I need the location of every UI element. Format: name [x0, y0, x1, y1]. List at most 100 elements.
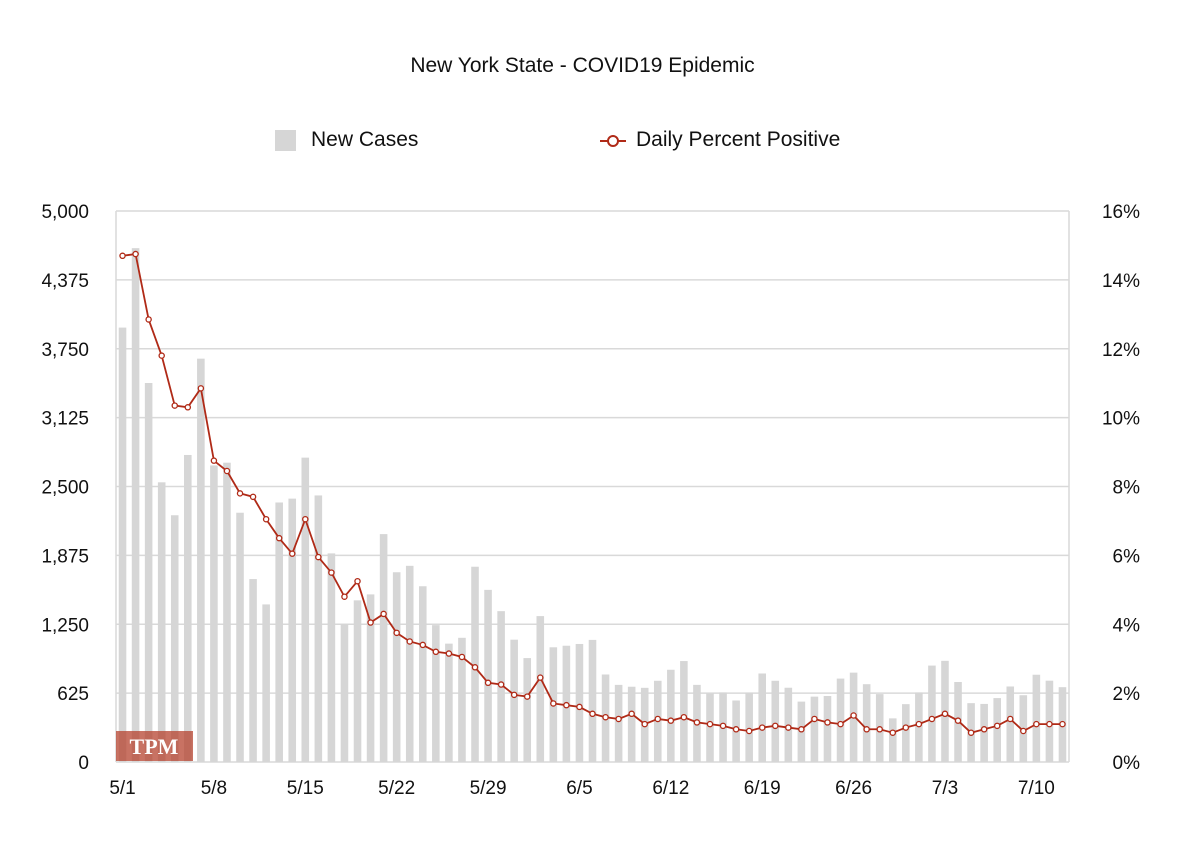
point-percent-positive	[302, 515, 309, 523]
chart-title: New York State - COVID19 Epidemic	[410, 54, 755, 77]
axes: 0 625 1,250 1,875 2,500 3,125 3,750 4,375 5,000 0…	[41, 202, 1140, 799]
y-left-tick-label: 5,000	[41, 202, 89, 223]
point-percent-positive	[458, 653, 466, 661]
point-percent-positive	[484, 679, 492, 687]
point-percent-positive	[680, 713, 688, 721]
bar-new-cases	[588, 639, 597, 762]
legend-bar-swatch	[275, 129, 296, 151]
point-percent-positive	[132, 250, 139, 258]
y-right-tick-label: 14%	[1102, 271, 1140, 292]
bar-new-cases	[1032, 674, 1041, 762]
point-percent-positive	[419, 641, 427, 649]
y-right-tick-label: 2%	[1113, 684, 1141, 705]
y-left-tick-label: 3,125	[41, 409, 89, 430]
bar-new-cases	[771, 680, 780, 762]
point-percent-positive	[1046, 720, 1053, 728]
x-tick-label: 5/15	[287, 778, 324, 799]
point-percent-positive	[393, 629, 400, 637]
bar-new-cases	[928, 665, 936, 762]
point-percent-positive	[641, 720, 648, 728]
point-percent-positive	[602, 713, 609, 721]
point-percent-positive	[145, 316, 152, 323]
point-percent-positive	[210, 457, 218, 464]
x-tick-label: 5/8	[201, 778, 227, 799]
bar-new-cases	[836, 678, 845, 762]
point-percent-positive	[798, 726, 805, 733]
x-tick-label: 6/5	[566, 778, 592, 799]
bar-new-cases	[627, 686, 636, 762]
bar-new-cases	[745, 692, 753, 762]
bar-new-cases	[758, 673, 766, 762]
point-percent-positive	[367, 619, 374, 626]
x-tick-label: 7/3	[932, 778, 958, 799]
point-percent-positive	[785, 724, 792, 731]
bar-new-cases	[379, 534, 388, 762]
bar-new-cases	[706, 693, 714, 762]
point-percent-positive	[497, 681, 505, 688]
bar-new-cases	[458, 637, 466, 762]
x-tick-label: 7/10	[1018, 778, 1055, 799]
point-percent-positive	[758, 724, 766, 731]
point-percent-positive	[772, 722, 779, 730]
svg-text:TPM: TPM	[130, 734, 179, 759]
point-percent-positive	[628, 710, 635, 718]
bar-new-cases	[510, 639, 518, 762]
bar-new-cases	[614, 684, 623, 762]
bar-new-cases	[536, 616, 545, 762]
bar-new-cases	[288, 498, 297, 762]
legend-label-new-cases: New Cases	[311, 128, 419, 151]
point-percent-positive	[941, 710, 949, 718]
y-right-tick-label: 4%	[1113, 615, 1141, 636]
point-percent-positive	[406, 638, 413, 645]
point-percent-positive	[184, 404, 192, 411]
point-percent-positive	[563, 701, 570, 709]
point-percent-positive	[1020, 727, 1027, 735]
bar-new-cases	[353, 600, 362, 762]
point-percent-positive	[915, 720, 923, 728]
y-left-tick-label: 1,875	[41, 546, 89, 567]
point-percent-positive	[354, 577, 361, 585]
x-tick-label: 5/22	[378, 778, 415, 799]
point-percent-positive	[706, 720, 714, 728]
bar-new-cases	[131, 248, 140, 763]
point-percent-positive	[967, 729, 975, 736]
y-right-tick-label: 16%	[1102, 202, 1140, 223]
point-percent-positive	[1007, 715, 1014, 723]
bar-new-cases	[902, 704, 910, 762]
point-percent-positive	[432, 648, 440, 656]
point-percent-positive	[719, 722, 727, 730]
bar-new-cases	[327, 553, 336, 762]
legend-label-percent-positive: Daily Percent Positive	[636, 128, 841, 151]
x-tick-label: 5/29	[470, 778, 507, 799]
point-percent-positive	[550, 700, 557, 707]
bar-new-cases	[862, 684, 871, 762]
bar-new-cases	[993, 698, 1001, 762]
point-percent-positive	[993, 722, 1001, 730]
bar-new-cases	[157, 482, 166, 762]
y-right-tick-label: 10%	[1102, 409, 1140, 430]
point-percent-positive	[824, 719, 831, 726]
point-percent-positive	[158, 352, 165, 359]
point-percent-positive	[811, 715, 818, 723]
point-percent-positive	[380, 610, 387, 618]
y-left-tick-label: 4,375	[41, 271, 89, 292]
point-percent-positive	[197, 385, 205, 392]
line-series-percent-positive	[119, 250, 1066, 736]
point-percent-positive	[732, 726, 740, 733]
point-percent-positive	[928, 715, 936, 723]
point-percent-positive	[249, 493, 257, 501]
y-right-tick-label: 12%	[1102, 340, 1140, 361]
legend-daily-percent-positive: Daily Percent Positive	[600, 128, 840, 152]
bar-new-cases	[445, 643, 453, 762]
bar-new-cases	[392, 572, 401, 762]
bar-new-cases	[823, 695, 832, 762]
point-percent-positive	[1059, 720, 1066, 728]
y-right-tick-label: 0%	[1113, 753, 1141, 774]
x-tick-label: 6/12	[652, 778, 689, 799]
bar-new-cases	[810, 696, 819, 762]
point-percent-positive	[876, 726, 883, 733]
point-percent-positive	[275, 534, 283, 542]
point-percent-positive	[341, 593, 348, 600]
point-percent-positive	[902, 724, 910, 731]
